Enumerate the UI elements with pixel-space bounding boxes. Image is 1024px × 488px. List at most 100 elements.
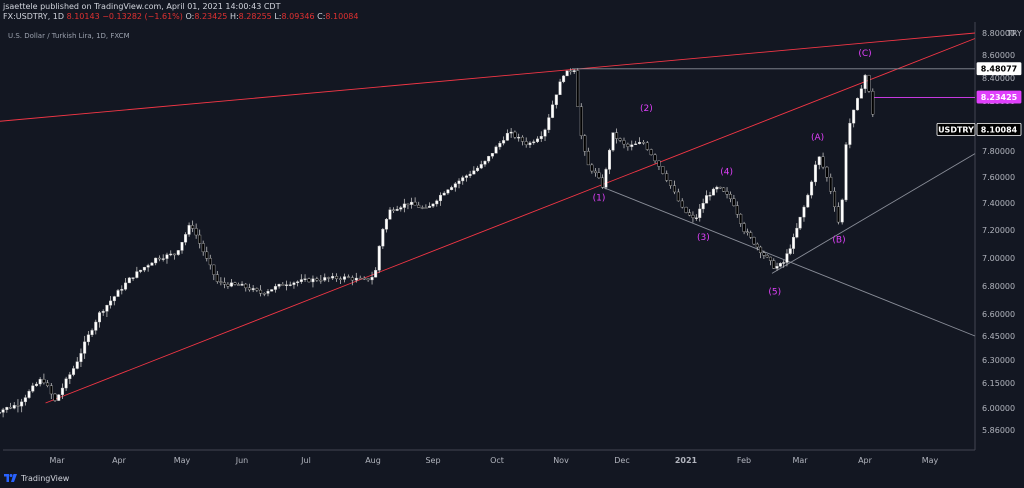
candle-body — [198, 234, 202, 244]
candle-body — [303, 278, 307, 280]
candle-body — [377, 245, 381, 271]
candle-body — [184, 234, 188, 243]
candle-body — [222, 282, 226, 285]
candle-body — [579, 106, 583, 136]
candle-body — [157, 257, 161, 260]
candle-body — [590, 164, 594, 172]
candle-body — [124, 282, 128, 290]
candle-body — [86, 334, 90, 343]
candle-body — [105, 305, 109, 312]
candle-body — [520, 136, 524, 142]
candle-body — [604, 169, 608, 188]
candle-body — [649, 149, 653, 156]
candle-body — [75, 361, 79, 369]
candle-body — [618, 138, 622, 141]
candle-body — [547, 117, 551, 131]
candle-body — [53, 393, 57, 401]
candle-body — [569, 70, 573, 73]
candle-body — [558, 81, 562, 95]
chart-subtitle: U.S. Dollar / Turkish Lira, 1D, FXCM — [8, 32, 130, 40]
y-tick-label: 6.15000 — [982, 379, 1015, 388]
candle-body — [551, 104, 555, 118]
candle-body — [718, 186, 722, 189]
candle-body — [871, 91, 875, 115]
candle-body — [311, 278, 315, 283]
candle-body — [292, 282, 296, 285]
candle-body — [315, 278, 319, 281]
candle-body — [813, 164, 817, 183]
candle-body — [739, 214, 743, 224]
candle-body — [60, 387, 64, 395]
candle-body — [701, 203, 705, 210]
candle-body — [346, 276, 350, 278]
high-label: H: — [229, 12, 239, 21]
high-value: 8.28255 — [238, 12, 272, 21]
candle-body — [532, 141, 536, 144]
y-tick-label: 8.80000 — [982, 29, 1015, 38]
x-tick-label: Mar — [792, 456, 808, 465]
candle-body — [0, 412, 1, 414]
candle-body — [829, 177, 833, 192]
candle-body — [759, 246, 763, 254]
candle-body — [509, 131, 513, 134]
candle-body — [201, 243, 205, 253]
candle-body — [381, 229, 385, 247]
candle-body — [669, 180, 673, 186]
candle-body — [395, 209, 399, 211]
candle-body — [57, 394, 61, 401]
candle-body — [176, 250, 180, 255]
tradingview-footer[interactable]: TradingView — [4, 470, 69, 486]
candle-body — [836, 206, 840, 223]
candle-body — [725, 191, 729, 195]
candle-body — [765, 255, 769, 258]
candle-body — [331, 276, 335, 279]
candle-body — [438, 194, 442, 202]
candle-body — [840, 199, 844, 223]
candle-body — [634, 143, 638, 146]
y-tick-label: 7.80000 — [982, 147, 1015, 156]
candle-body — [768, 256, 772, 261]
candle-body — [180, 242, 184, 251]
candle-body — [464, 175, 468, 178]
candle-body — [645, 142, 649, 150]
price-tag-high-box — [976, 62, 1022, 76]
candle-body — [83, 341, 87, 354]
low-label: L: — [274, 12, 282, 21]
candle-body — [778, 263, 782, 267]
symbol-name[interactable]: FX:USDTRY, 1D — [3, 12, 65, 21]
candle-body — [672, 185, 676, 193]
price-tag-target: 8.23425 — [981, 93, 1018, 102]
wave-label: (2) — [640, 104, 653, 114]
candle-body — [749, 232, 753, 238]
trendline — [45, 38, 976, 404]
x-tick-label: Apr — [858, 456, 873, 465]
wave-label: (1) — [593, 193, 606, 203]
candle-body — [335, 276, 339, 279]
candle-body — [139, 269, 143, 272]
y-tick-label: 6.60000 — [982, 310, 1015, 319]
candle-body — [611, 132, 615, 151]
candle-body — [255, 288, 259, 291]
candle-body — [586, 151, 590, 166]
candle-body — [688, 212, 692, 216]
x-tick-label: Aug — [365, 456, 381, 465]
candle-body — [285, 284, 289, 286]
x-tick-label: May — [174, 456, 191, 465]
candle-body — [735, 205, 739, 215]
candle-body — [240, 283, 244, 286]
candle-body — [413, 201, 417, 206]
tradingview-logo-icon — [4, 474, 17, 482]
candle-body — [410, 201, 414, 205]
symbol-tag-box — [936, 122, 976, 136]
candle-body — [262, 293, 266, 295]
wave-label: (C) — [858, 49, 871, 59]
candle-body — [120, 289, 124, 291]
candle-body — [1, 409, 5, 413]
candle-body — [101, 311, 105, 313]
y-tick-label: 7.20000 — [982, 226, 1015, 235]
candle-body — [288, 284, 292, 286]
candle-body — [49, 385, 53, 395]
candle-body — [653, 154, 657, 162]
candle-body — [402, 203, 406, 208]
